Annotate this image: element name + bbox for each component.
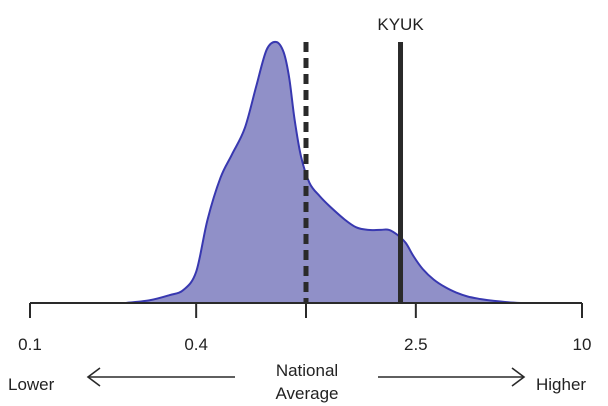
x-tick-label: 10	[573, 335, 592, 354]
x-tick-label: 2.5	[404, 335, 428, 354]
national-label: National	[276, 361, 338, 380]
lower-label: Lower	[8, 375, 55, 394]
right-arrow-icon	[378, 367, 526, 387]
x-ticks: 0.1 0.4 2.5 10	[18, 303, 591, 354]
average-label: Average	[275, 384, 338, 403]
x-tick-label: 0.4	[184, 335, 208, 354]
higher-label: Higher	[536, 375, 586, 394]
direction-annotations: Lower National Average Higher	[8, 361, 586, 403]
density-area	[124, 40, 521, 304]
plot-area: KYUK	[124, 15, 521, 304]
left-arrow-icon	[86, 367, 235, 387]
kyuk-label: KYUK	[377, 15, 424, 34]
x-axis: 0.1 0.4 2.5 10	[18, 302, 591, 354]
x-tick-label: 0.1	[18, 335, 42, 354]
